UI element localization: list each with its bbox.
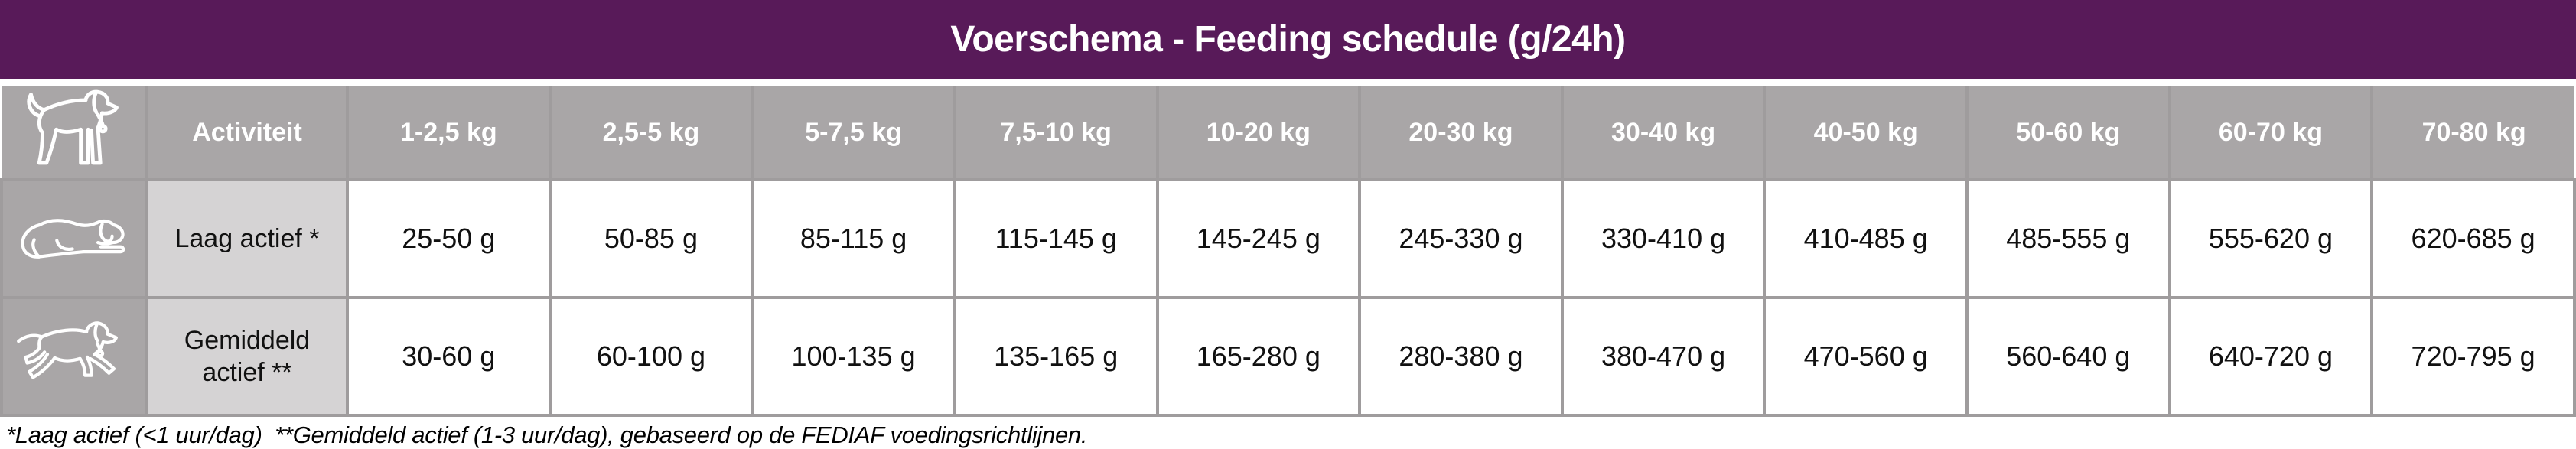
value-cell: 720-795 g [2370,296,2576,417]
table-row-medium-active: Gemiddeld actief ** 30-60 g 60-100 g 100… [0,296,2576,417]
value-cell: 60-100 g [548,296,754,417]
table-row-low-active: Laag actief * 25-50 g 50-85 g 85-115 g 1… [0,178,2576,299]
title-table-gap [0,79,2576,86]
weight-header-cell: 30-40 kg [1560,86,1767,181]
weight-header-cell: 1-2,5 kg [346,86,552,181]
weight-header-cell: 70-80 kg [2370,86,2574,181]
weight-header-cell: 50-60 kg [1965,86,2171,181]
weight-header-cell: 2,5-5 kg [548,86,754,181]
running-dog-icon-cell [0,296,148,417]
weight-header-cell: 20-30 kg [1358,86,1564,181]
weight-header-cell: 7,5-10 kg [953,86,1159,181]
weight-header-cell: 5-7,5 kg [751,86,956,181]
header-row: Activiteit 1-2,5 kg 2,5-5 kg 5-7,5 kg 7,… [2,86,2574,181]
activity-label: Laag actief * [145,178,349,299]
value-cell: 640-720 g [2167,296,2374,417]
title-bar: Voerschema - Feeding schedule (g/24h) [0,0,2576,79]
feeding-schedule-table: Activiteit 1-2,5 kg 2,5-5 kg 5-7,5 kg 7,… [0,86,2576,417]
value-cell: 165-280 g [1155,296,1362,417]
activity-header-cell: Activiteit [145,86,349,181]
weight-header-cell: 40-50 kg [1763,86,1969,181]
value-cell: 470-560 g [1763,296,1969,417]
value-cell: 560-640 g [1965,296,2171,417]
value-cell: 330-410 g [1560,178,1767,299]
value-cell: 555-620 g [2167,178,2374,299]
page-title: Voerschema - Feeding schedule (g/24h) [950,19,1626,60]
value-cell: 50-85 g [548,178,754,299]
value-cell: 410-485 g [1763,178,1969,299]
value-cell: 245-330 g [1358,178,1564,299]
value-cell: 135-165 g [953,296,1159,417]
value-cell: 145-245 g [1155,178,1362,299]
value-cell: 485-555 g [1965,178,2171,299]
value-cell: 85-115 g [751,178,956,299]
value-cell: 380-470 g [1560,296,1767,417]
standing-dog-icon [27,89,119,165]
value-cell: 100-135 g [751,296,956,417]
value-cell: 280-380 g [1358,296,1564,417]
lying-dog-icon [21,219,125,259]
running-dog-icon [17,321,118,379]
value-cell: 30-60 g [346,296,552,417]
weight-header-cell: 10-20 kg [1155,86,1362,181]
value-cell: 115-145 g [953,178,1159,299]
footnote: *Laag actief (<1 uur/dag) **Gemiddeld ac… [6,421,1088,448]
corner-icon-cell [2,86,148,181]
lying-dog-icon-cell [0,178,148,299]
value-cell: 620-685 g [2370,178,2576,299]
activity-label: Gemiddeld actief ** [145,296,349,417]
value-cell: 25-50 g [346,178,552,299]
weight-header-cell: 60-70 kg [2167,86,2374,181]
